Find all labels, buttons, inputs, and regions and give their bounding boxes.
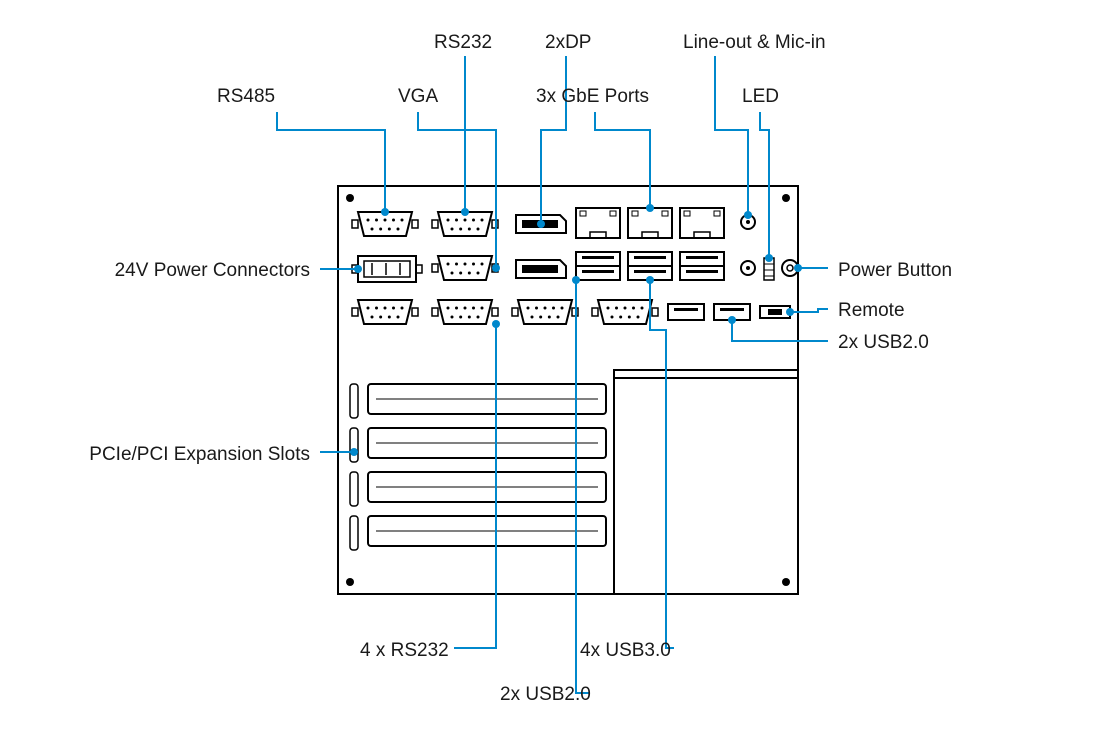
- usb3x4-leader: [650, 280, 674, 648]
- gbe-label: 3x GbE Ports: [536, 86, 649, 107]
- dpx2-leader-dot: [537, 220, 545, 228]
- rs485-label: RS485: [217, 86, 275, 107]
- expansion-slot-4: [368, 516, 606, 546]
- led-label: LED: [742, 86, 779, 107]
- vga-leader-dot: [492, 264, 500, 272]
- rs232x4-leader: [454, 324, 496, 648]
- gbe-leader: [595, 112, 650, 208]
- rs232-label: RS232: [434, 32, 492, 53]
- vga-port: [432, 256, 498, 280]
- rs485-leader: [277, 112, 385, 212]
- gbe-leader-dot: [646, 204, 654, 212]
- chassis-top-edge: [614, 370, 798, 378]
- chassis-screw: [346, 578, 354, 586]
- io-panel-diagram: RS485 RS232 VGA 2xDP 3x GbE Ports Line-out & …: [0, 0, 1100, 730]
- audio-leader: [715, 56, 748, 215]
- led-leader-dot: [765, 254, 773, 262]
- remote-label: Remote: [838, 300, 905, 321]
- power24-label: 24V Power Connectors: [115, 260, 310, 281]
- usb3-stack-2: [628, 252, 672, 280]
- expansion-vent-1: [350, 384, 358, 418]
- power24-leader-dot: [354, 265, 362, 273]
- pwrbtn-leader-dot: [794, 264, 802, 272]
- usb3x4-leader-dot: [646, 276, 654, 284]
- audio-label: Line-out & Mic-in: [683, 32, 826, 53]
- pcie-label: PCIe/PCI Expansion Slots: [89, 444, 310, 465]
- audio-jack-center: [746, 266, 750, 270]
- chassis-screw: [782, 578, 790, 586]
- displayport-2: [516, 260, 566, 278]
- vga-label: VGA: [398, 86, 438, 107]
- power-button-inner: [787, 265, 793, 271]
- expansion-vent-3: [350, 472, 358, 506]
- expansion-slot-3: [368, 472, 606, 502]
- usb2-bottom-1: [668, 304, 704, 320]
- expansion-slot-2: [368, 428, 606, 458]
- remote-leader-dot: [786, 308, 794, 316]
- gbe-port-1: [576, 208, 620, 238]
- rs232-row3-3: [512, 300, 578, 324]
- rs232x4-leader-dot: [492, 320, 500, 328]
- pwrbtn-label: Power Button: [838, 260, 952, 281]
- usb2r-leader: [732, 320, 828, 341]
- chassis-screw: [346, 194, 354, 202]
- rs485-leader-dot: [381, 208, 389, 216]
- usb3-stack-3: [680, 252, 724, 280]
- audio-leader-dot: [744, 211, 752, 219]
- chassis-screw: [782, 194, 790, 202]
- gbe-port-3: [680, 208, 724, 238]
- dpx2-label: 2xDP: [545, 32, 591, 53]
- rs232-row3-4: [592, 300, 658, 324]
- rs232x4-label: 4 x RS232: [360, 640, 449, 661]
- usb3-stack-1: [576, 252, 620, 280]
- usb3x4-label: 4x USB3.0: [580, 640, 671, 661]
- expansion-vent-2: [350, 428, 358, 462]
- rs232-leader-dot: [461, 208, 469, 216]
- dpx2-leader: [541, 56, 566, 224]
- expansion-vent-4: [350, 516, 358, 550]
- gbe-port-2: [628, 208, 672, 238]
- remote-port-key: [768, 309, 782, 315]
- rs232-row3-1: [352, 300, 418, 324]
- pcie-leader-dot: [350, 448, 358, 456]
- remote-leader: [790, 309, 828, 312]
- usb2c-leader-dot: [572, 276, 580, 284]
- audio-jack-center: [746, 220, 750, 224]
- usb2r-label: 2x USB2.0: [838, 332, 929, 353]
- rs232-row3-2: [432, 300, 498, 324]
- vga-leader: [418, 112, 496, 268]
- expansion-slot-1: [368, 384, 606, 414]
- chassis-outline: [338, 186, 798, 594]
- usb2c-label: 2x USB2.0: [500, 684, 591, 705]
- chassis-divider: [614, 370, 798, 594]
- usb2r-leader-dot: [728, 316, 736, 324]
- power-connector-24v: [352, 256, 422, 282]
